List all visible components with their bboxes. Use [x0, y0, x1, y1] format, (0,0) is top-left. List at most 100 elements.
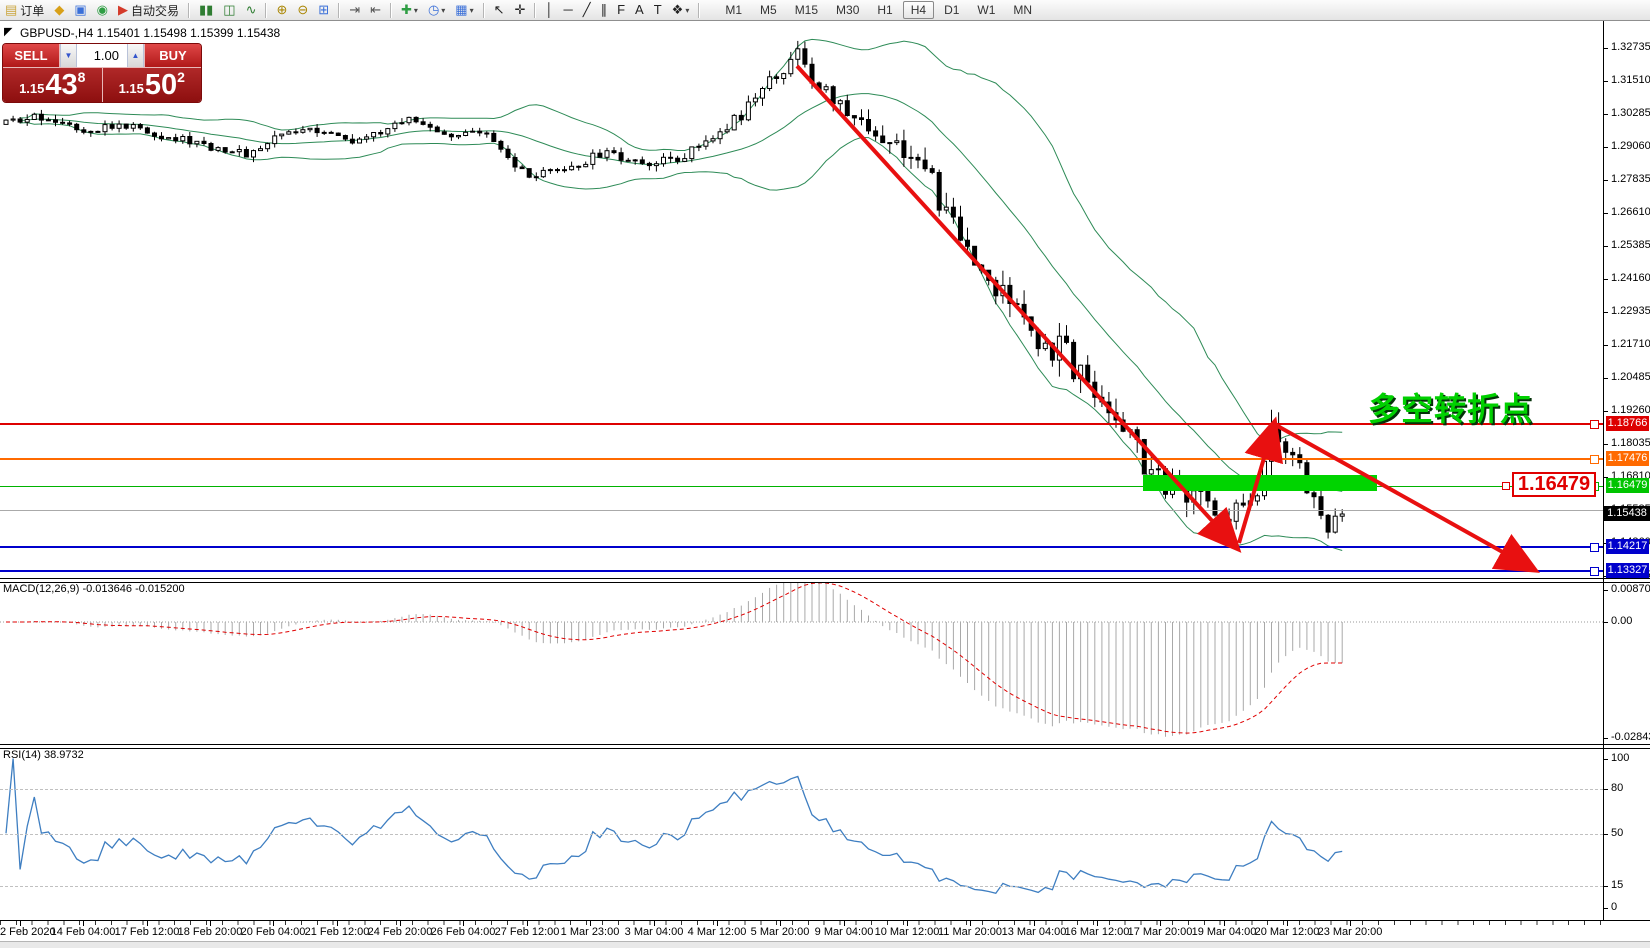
rsi-tick	[1603, 834, 1608, 835]
trendline-icon[interactable]: ╱	[579, 1, 595, 19]
horizontal-line-object[interactable]	[0, 570, 1603, 572]
time-label: 5 Mar 20:00	[750, 926, 810, 938]
buy-button[interactable]: BUY	[145, 44, 201, 67]
toolbar-separator	[534, 2, 537, 18]
dropdown-arrow-icon[interactable]: ▾	[469, 5, 474, 15]
arrows-icon[interactable]: ❖ ▾	[668, 1, 694, 19]
price-tick-label: 1.30285	[1611, 107, 1650, 119]
cursor-icon[interactable]: ↖	[490, 1, 509, 19]
price-tick	[1603, 147, 1608, 148]
rsi-tick	[1603, 886, 1608, 887]
timeframe-h4[interactable]: H4	[902, 1, 935, 19]
timeframe-h1[interactable]: H1	[877, 3, 893, 17]
volume-value[interactable]: 1.00	[93, 48, 119, 63]
time-label: 23 Mar 20:00	[1317, 926, 1383, 938]
horizontal-line-object[interactable]	[0, 546, 1603, 548]
price-tick	[1603, 378, 1608, 379]
pane-divider[interactable]	[0, 578, 1650, 583]
trendline-icon-glyph: ╱	[582, 2, 591, 17]
buy-price-quote[interactable]: 1.15 50 2	[101, 68, 202, 102]
pane-divider[interactable]	[0, 744, 1650, 749]
support-zone-rectangle[interactable]	[1143, 475, 1377, 491]
bar-chart-icon[interactable]: ▮▮	[195, 1, 217, 19]
timeframe-mn[interactable]: MN	[1013, 3, 1033, 17]
zoom-out-icon[interactable]: ⊖	[293, 1, 312, 19]
time-label: 10 Mar 12:00	[874, 926, 940, 938]
time-label: 17 Mar 20:00	[1127, 926, 1193, 938]
horizontal-line-object[interactable]	[0, 510, 1603, 511]
timeframe-w1[interactable]: W1	[977, 3, 996, 17]
chart-area[interactable]: 多空转折点 1.16479 ◤ GBPUSD-,H4 1.15401 1.154…	[0, 21, 1650, 948]
timeframe-m30[interactable]: M30	[836, 3, 860, 17]
time-label: 14 Feb 04:00	[50, 926, 116, 938]
line-chart-icon[interactable]: ∿	[242, 1, 261, 19]
sell-button[interactable]: SELL	[3, 44, 59, 67]
time-label: 20 Mar 12:00	[1254, 926, 1320, 938]
candlesticks[interactable]	[3, 40, 1345, 539]
text-icon[interactable]: A	[631, 1, 648, 19]
templates-icon[interactable]: ▦ ▾	[451, 1, 477, 19]
price-tick-label: 1.19260	[1611, 404, 1650, 416]
macd-tick-label: -0.028436	[1611, 731, 1650, 743]
community-icon[interactable]: ▣	[70, 1, 90, 19]
sell-price-quote[interactable]: 1.15 43 8	[3, 68, 102, 102]
timeframe-m1[interactable]: M1	[725, 3, 743, 17]
chart-shift-icon[interactable]: ⇤	[366, 1, 385, 19]
timeframe-m15[interactable]: M15	[794, 3, 819, 17]
price-tick	[1603, 312, 1608, 313]
auto-scroll-icon[interactable]: ⇥	[345, 1, 364, 19]
arrows-icon-glyph: ❖	[671, 2, 684, 17]
vertical-line-icon[interactable]: │	[541, 1, 557, 19]
channel-icon[interactable]: ∥	[597, 1, 612, 19]
periods-icon[interactable]: ◷ ▾	[424, 1, 449, 19]
new-order-button[interactable]: ▤ 订单	[1, 1, 48, 19]
price-tick	[1603, 576, 1608, 577]
horizontal-line-icon-glyph: ─	[563, 2, 573, 17]
deposit-icon[interactable]: ◆	[50, 1, 68, 19]
price-tick-label: 1.29060	[1611, 140, 1650, 152]
rsi-tick	[1603, 759, 1608, 760]
buy-price-sup: 2	[177, 69, 185, 85]
horizontal-line-icon[interactable]: ─	[560, 1, 577, 19]
tile-windows-icon[interactable]: ⊞	[314, 1, 333, 19]
rsi-line	[5, 758, 1343, 895]
chart-canvas[interactable]	[0, 21, 1650, 948]
rsi-indicator-label: RSI(14) 38.9732	[3, 749, 84, 761]
turning-point-annotation[interactable]: 多空转折点	[1368, 391, 1534, 427]
dropdown-arrow-icon[interactable]: ▾	[413, 5, 418, 15]
fibonacci-icon[interactable]: F	[613, 1, 629, 19]
zoom-in-icon-glyph: ⊕	[276, 2, 288, 17]
autotrading-button[interactable]: ▶ 自动交易	[114, 1, 183, 19]
time-label: 1 Mar 23:00	[560, 926, 620, 938]
symbol-header: GBPUSD-,H4 1.15401 1.15498 1.15399 1.154…	[20, 26, 281, 40]
time-label: 11 Mar 20:00	[937, 926, 1002, 938]
crosshair-icon[interactable]: ✛	[511, 1, 530, 19]
timeframe-m5[interactable]: M5	[760, 3, 777, 17]
dropdown-arrow-icon[interactable]: ▾	[441, 5, 446, 15]
label-icon[interactable]: T	[650, 1, 666, 19]
price-tick	[1603, 213, 1608, 214]
horizontal-line-object[interactable]	[0, 458, 1603, 460]
time-label: 19 Mar 04:00	[1191, 926, 1257, 938]
price-tick	[1603, 345, 1608, 346]
indicators-icon[interactable]: ✚ ▾	[397, 1, 422, 19]
time-label: 3 Mar 04:00	[624, 926, 684, 938]
timeframe-d1[interactable]: D1	[944, 3, 960, 17]
dropdown-arrow-icon[interactable]: ▾	[685, 5, 690, 15]
timeframe-group: M1 M5 M15 M30 H1 H4 D1 W1 MN	[716, 1, 1041, 19]
price-tag-label[interactable]: 1.16479	[1512, 472, 1596, 497]
volume-increase-button[interactable]: ▲	[127, 44, 144, 67]
signals-icon[interactable]: ◉	[93, 1, 112, 19]
vertical-line-icon-glyph: │	[545, 2, 554, 17]
toolbar: ▤ 订单 ◆ ▣ ◉ ▶ 自动交易 ▮▮ ◫ ∿ ⊕ ⊖ ⊞ ⇥ ⇤ ✚ ▾ ◷ ▾ ▦ ▾ ↖ ✛ │ ─ ╱ ∥ F A T ❖ ▾ M1 M…	[0, 0, 1650, 21]
volume-decrease-button[interactable]: ▼	[60, 44, 77, 67]
time-tick	[400, 921, 401, 926]
zoom-in-icon[interactable]: ⊕	[272, 1, 291, 19]
one-click-trading-panel: SELL ▼ 1.00 ▲ BUY 1.15 43 8 1.15 50 2	[3, 44, 201, 102]
price-tick	[1603, 114, 1608, 115]
horizontal-line-object[interactable]	[0, 423, 1603, 425]
price-tick-label: 1.21710	[1611, 338, 1650, 350]
time-tick	[1097, 921, 1098, 926]
candlestick-chart-icon[interactable]: ◫	[219, 1, 239, 19]
time-tick	[654, 921, 655, 926]
